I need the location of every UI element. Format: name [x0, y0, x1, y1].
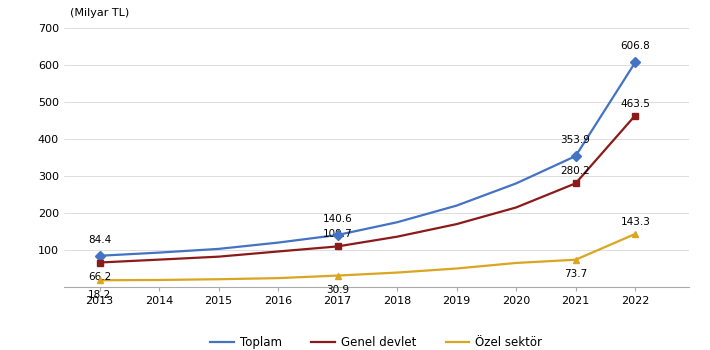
Genel devlet — [155, 258, 163, 262]
Text: 109.7: 109.7 — [322, 230, 352, 239]
Toplam — [572, 154, 580, 158]
Özel sektör — [393, 271, 401, 275]
Genel devlet — [95, 260, 104, 265]
Text: 84.4: 84.4 — [88, 234, 111, 245]
Toplam — [334, 233, 342, 237]
Text: 463.5: 463.5 — [621, 99, 650, 108]
Text: 143.3: 143.3 — [621, 217, 650, 227]
Özel sektör — [155, 278, 163, 282]
Özel sektör — [334, 273, 342, 278]
Özel sektör — [572, 258, 580, 262]
Text: 353.9: 353.9 — [560, 135, 590, 145]
Toplam — [393, 220, 401, 224]
Toplam — [274, 240, 283, 245]
Genel devlet — [393, 234, 401, 239]
Text: 606.8: 606.8 — [620, 41, 650, 51]
Genel devlet — [334, 244, 342, 248]
Toplam — [452, 203, 461, 208]
Özel sektör — [512, 261, 520, 265]
Genel devlet — [572, 181, 580, 186]
Özel sektör — [214, 277, 223, 281]
Özel sektör — [95, 278, 104, 282]
Text: 18.2: 18.2 — [88, 290, 111, 300]
Genel devlet — [274, 250, 283, 254]
Özel sektör — [452, 266, 461, 271]
Line: Genel devlet: Genel devlet — [99, 116, 635, 262]
Toplam — [155, 251, 163, 255]
Özel sektör — [274, 276, 283, 280]
Genel devlet — [631, 113, 640, 118]
Line: Toplam: Toplam — [99, 63, 635, 256]
Toplam — [512, 181, 520, 186]
Text: 280.2: 280.2 — [560, 166, 590, 176]
Toplam — [95, 254, 104, 258]
Toplam — [214, 247, 223, 251]
Line: Özel sektör: Özel sektör — [99, 234, 635, 280]
Text: 30.9: 30.9 — [326, 285, 349, 295]
Text: 73.7: 73.7 — [564, 269, 587, 279]
Genel devlet — [452, 222, 461, 226]
Özel sektör — [631, 232, 640, 236]
Text: 140.6: 140.6 — [322, 214, 352, 224]
Text: 66.2: 66.2 — [88, 272, 111, 282]
Legend: Toplam, Genel devlet, Özel sektör: Toplam, Genel devlet, Özel sektör — [206, 331, 547, 350]
Genel devlet — [512, 205, 520, 210]
Toplam — [631, 61, 640, 65]
Genel devlet — [214, 254, 223, 259]
Text: (Milyar TL): (Milyar TL) — [70, 8, 129, 18]
